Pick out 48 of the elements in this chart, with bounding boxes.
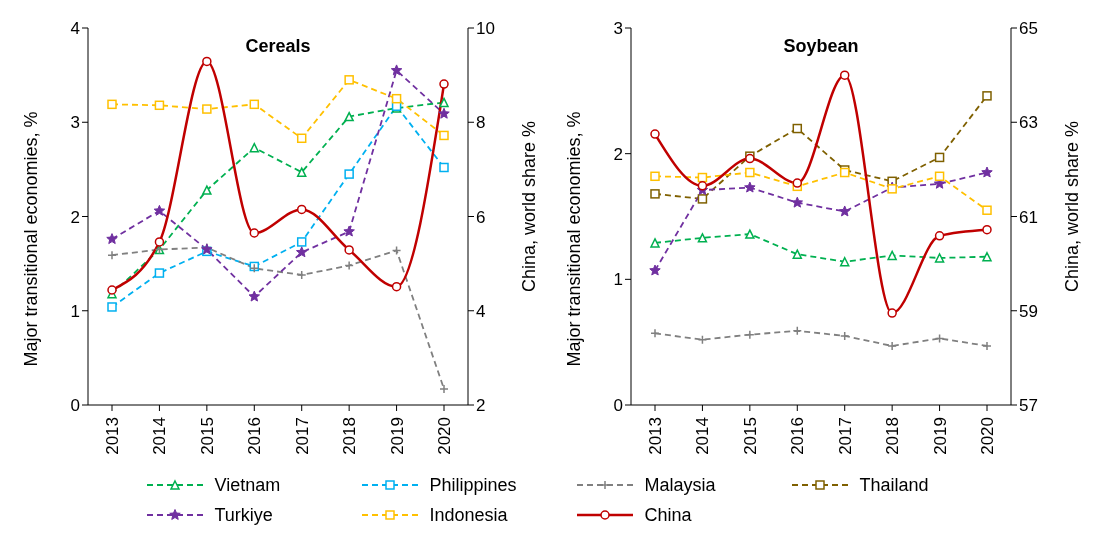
x-tick-label: 2018 — [883, 417, 903, 455]
y-tick-label: 3 — [613, 19, 623, 39]
x-tick-label: 2018 — [340, 417, 360, 455]
y2-tick-label: 63 — [1019, 113, 1038, 133]
chart-title: Cereals — [245, 36, 311, 56]
x-tick-label: 2020 — [978, 417, 998, 455]
y-tick-label: 4 — [70, 19, 80, 39]
x-tick-label: 2014 — [693, 417, 713, 455]
x-tick-label: 2016 — [245, 417, 265, 455]
y2-tick-label: 57 — [1019, 396, 1038, 416]
y-tick-label: 2 — [70, 207, 80, 227]
y2-axis-title: China, world share % — [1062, 120, 1083, 293]
y2-tick-label: 59 — [1019, 301, 1038, 321]
y-tick-label: 0 — [70, 396, 80, 416]
y2-tick-label: 8 — [476, 113, 486, 133]
y2-tick-label: 61 — [1019, 207, 1038, 227]
x-tick-label: 2013 — [646, 417, 666, 455]
y2-tick-label: 2 — [476, 396, 486, 416]
y2-tick-label: 10 — [476, 19, 495, 39]
y2-tick-label: 65 — [1019, 19, 1038, 39]
x-tick-label: 2019 — [387, 417, 407, 455]
y2-tick-label: 4 — [476, 301, 486, 321]
x-tick-label: 2020 — [435, 417, 455, 455]
legend-label: Indonesia — [429, 504, 508, 526]
x-tick-label: 2017 — [292, 417, 312, 455]
y-tick-label: 0 — [613, 396, 623, 416]
y2-axis-title: China, world share % — [519, 120, 540, 293]
y2-tick-label: 6 — [476, 207, 486, 227]
y-axis-title: Major transitional economies, % — [21, 111, 42, 367]
legend-label: Philippines — [429, 474, 517, 496]
x-tick-label: 2019 — [930, 417, 950, 455]
x-tick-label: 2014 — [150, 417, 170, 455]
legend-label: Malaysia — [644, 474, 716, 496]
legend-label: Turkiye — [214, 504, 273, 526]
x-tick-label: 2013 — [103, 417, 123, 455]
y-tick-label: 1 — [70, 301, 80, 321]
x-tick-label: 2017 — [835, 417, 855, 455]
x-tick-label: 2016 — [788, 417, 808, 455]
x-tick-label: 2015 — [197, 417, 217, 455]
legend-label: Vietnam — [214, 474, 281, 496]
y-axis-title: Major transitional economies, % — [564, 111, 585, 367]
legend-label: Thailand — [859, 474, 929, 496]
legend-label: China — [644, 504, 692, 526]
x-tick-label: 2015 — [740, 417, 760, 455]
y-tick-label: 3 — [70, 113, 80, 133]
chart-title: Soybean — [783, 36, 859, 56]
y-tick-label: 2 — [613, 144, 623, 164]
y-tick-label: 1 — [613, 270, 623, 290]
